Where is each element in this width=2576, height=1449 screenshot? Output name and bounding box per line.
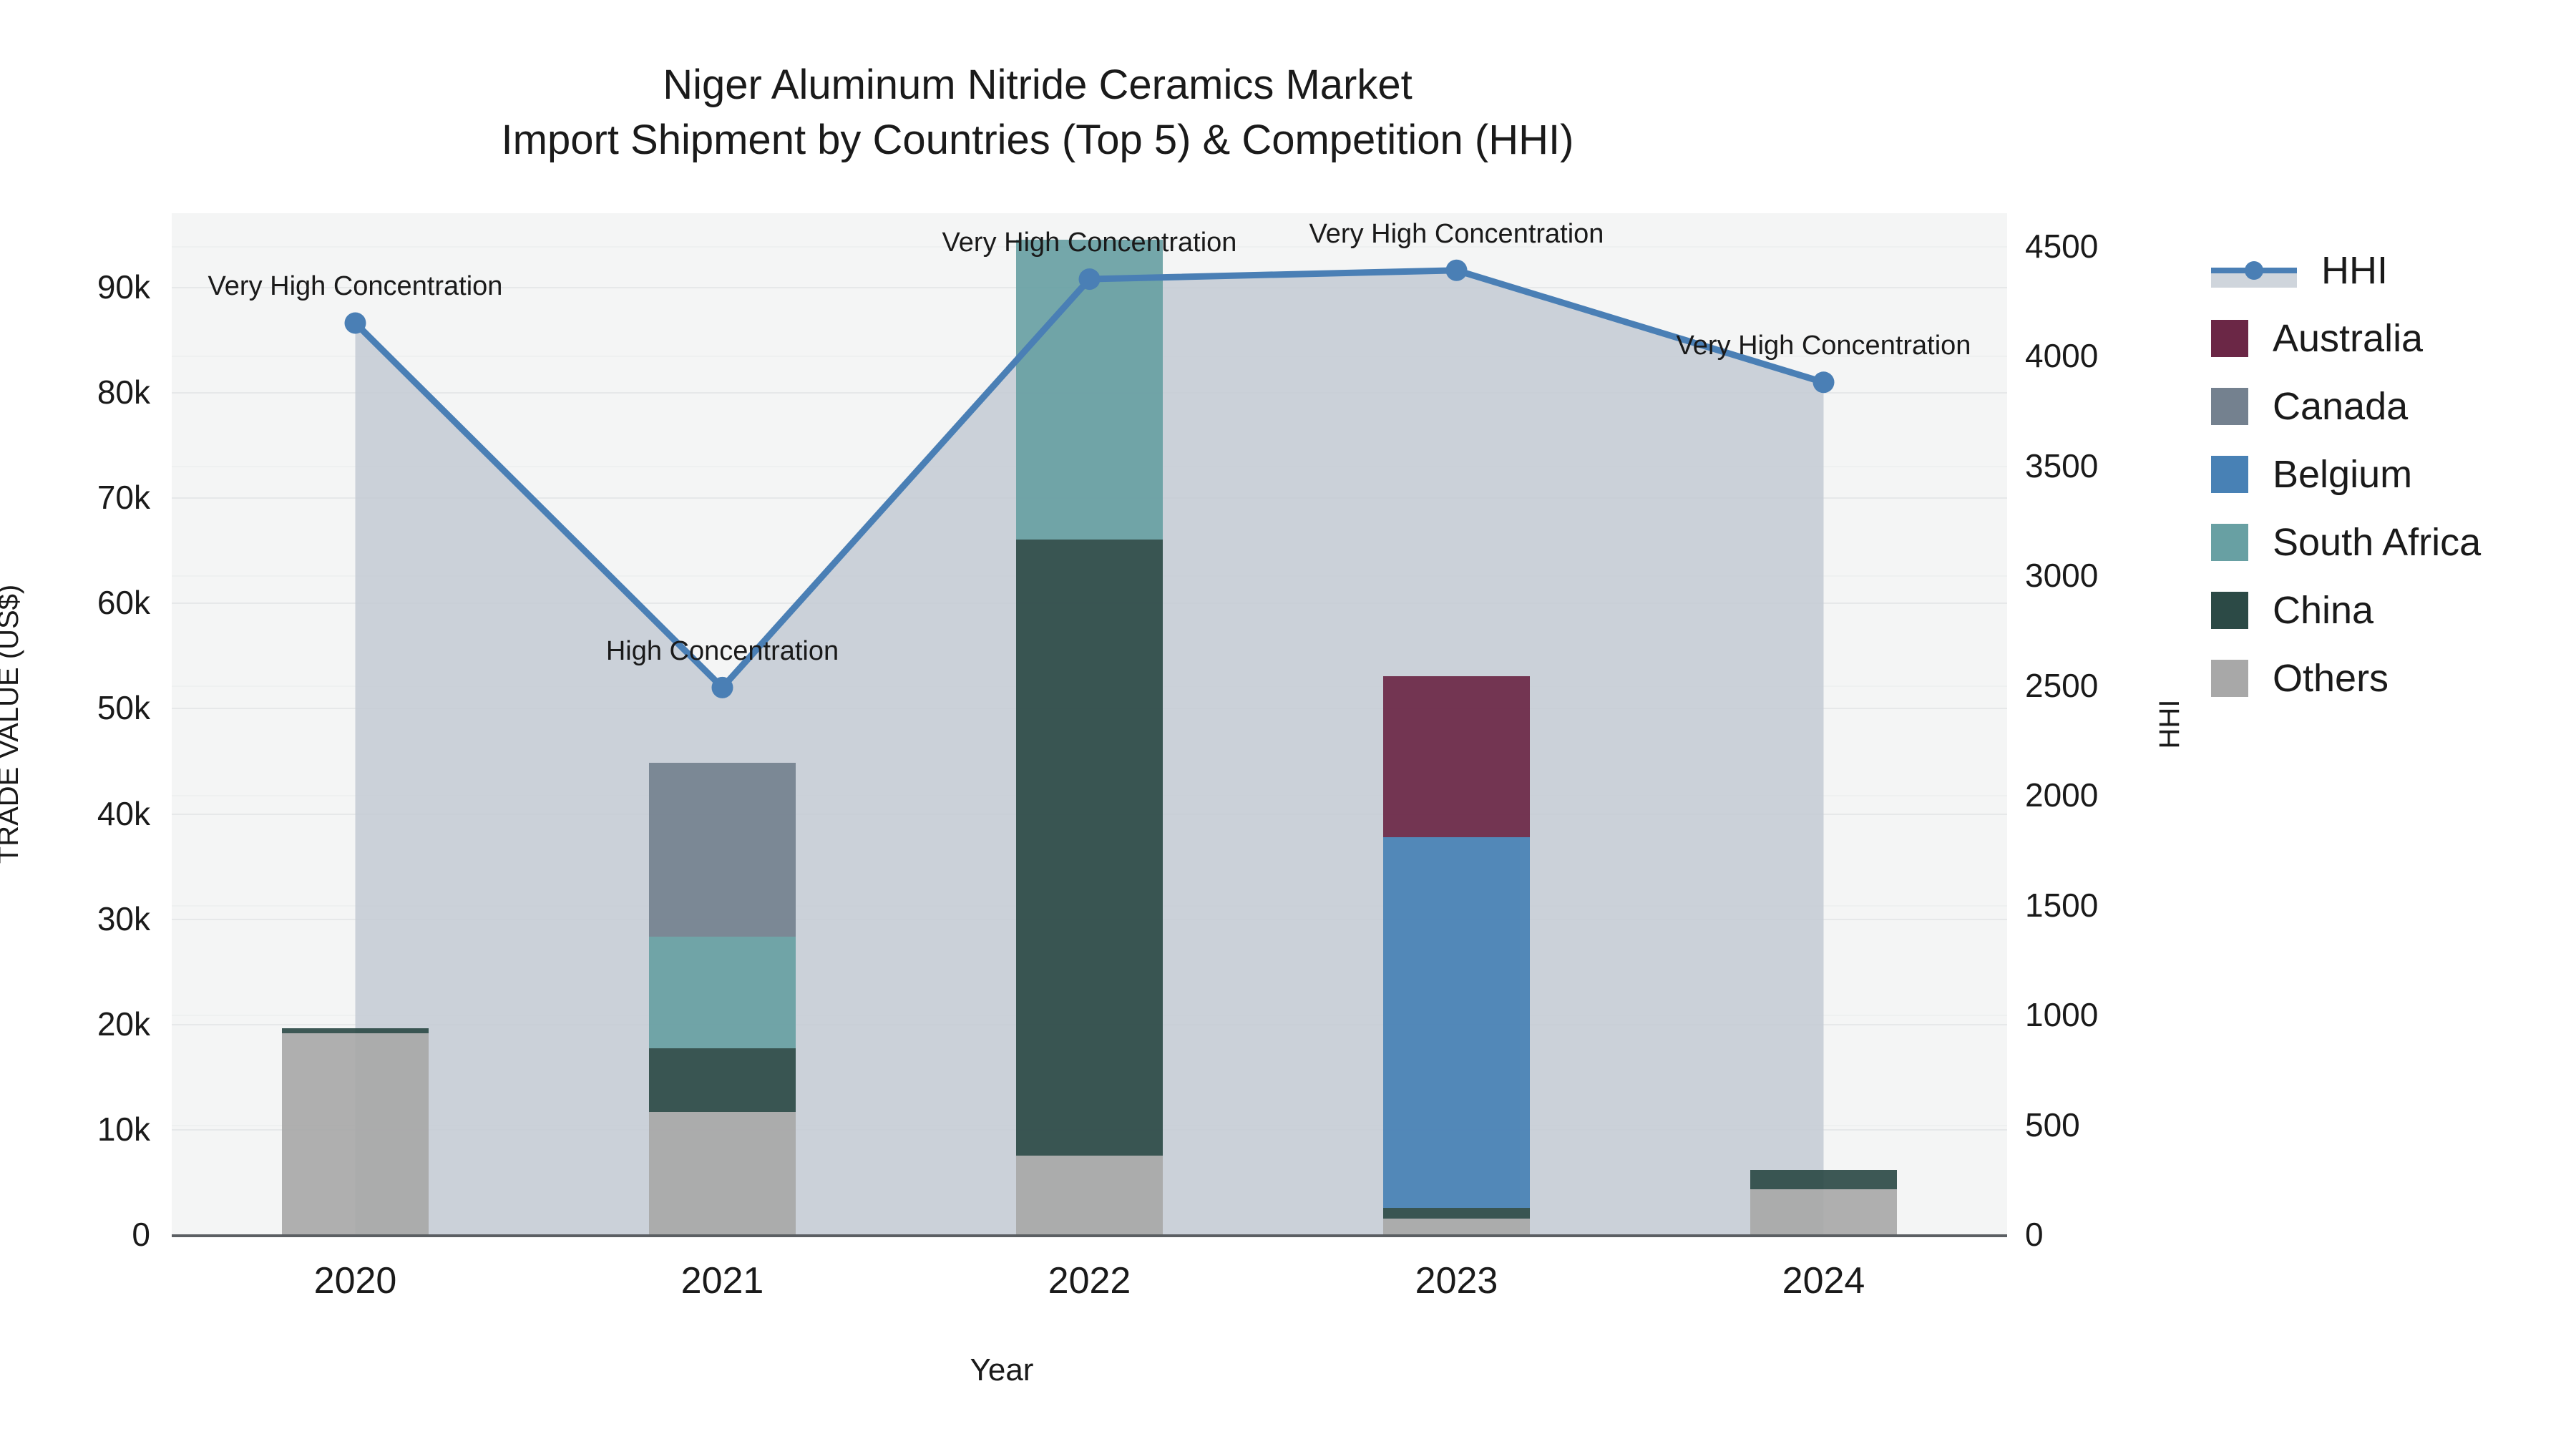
y-tick-left: 10k (97, 1110, 150, 1148)
legend-label: Australia (2273, 316, 2424, 360)
chart-title-line-1: Niger Aluminum Nitride Ceramics Market (663, 62, 1413, 108)
y-tick-right: 500 (2025, 1106, 2080, 1143)
legend-swatch-icon (2211, 387, 2248, 425)
y-tick-left: 40k (97, 794, 150, 832)
bar-segment-others[interactable] (1750, 1189, 1898, 1234)
annotation-2024: Very High Concentration (1676, 331, 1971, 361)
bar-segment-others[interactable] (648, 1112, 796, 1234)
y-tick-right: 2500 (2025, 666, 2099, 704)
y-tick-right: 3500 (2025, 447, 2099, 484)
legend-label: Belgium (2273, 452, 2413, 496)
legend-item-china[interactable]: China (2211, 576, 2569, 644)
plot-inner (172, 213, 2007, 1236)
legend-swatch-icon (2211, 591, 2248, 629)
bar-group[interactable] (1382, 213, 1531, 1234)
bar-segment-others[interactable] (1382, 1218, 1531, 1234)
plot-area (172, 213, 2007, 1236)
legend-item-belgium[interactable]: Belgium (2211, 440, 2569, 508)
x-tick-2024: 2024 (1782, 1260, 1865, 1302)
annotation-2021: High Concentration (605, 635, 839, 666)
x-axis-line (172, 1234, 2007, 1237)
y-tick-left: 30k (97, 899, 150, 937)
y-tick-left: 80k (97, 374, 150, 411)
hhi-line-overlay (344, 259, 1835, 698)
legend-item-hhi[interactable]: HHI (2211, 236, 2569, 304)
hhi-line-icon (2211, 252, 2297, 289)
legend: HHI Australia Canada Belgium South Africa Chi… (2211, 236, 2569, 712)
legend-label: Others (2273, 656, 2389, 700)
y-tick-right: 1000 (2025, 996, 2099, 1034)
hhi-marker-2020[interactable] (344, 312, 366, 334)
y-tick-right: 0 (2025, 1216, 2044, 1253)
legend-item-south-africa[interactable]: South Africa (2211, 508, 2569, 576)
hhi-marker-2021[interactable] (711, 676, 733, 698)
bar-group[interactable] (648, 213, 796, 1234)
chart-title-line-2: Import Shipment by Countries (Top 5) & C… (501, 117, 1574, 164)
x-tick-2020: 2020 (313, 1260, 397, 1302)
annotation-2023: Very High Concentration (1309, 218, 1604, 249)
y-tick-left: 50k (97, 689, 150, 727)
bar-segment-others[interactable] (281, 1033, 429, 1234)
legend-swatch-icon (2211, 659, 2248, 697)
y-tick-right: 3000 (2025, 557, 2099, 595)
bar-segment-china[interactable] (281, 1028, 429, 1034)
bar-segment-china[interactable] (1750, 1170, 1898, 1189)
x-axis-title: Year (970, 1352, 1034, 1387)
y-tick-left: 70k (97, 479, 150, 517)
legend-label: Canada (2273, 384, 2409, 428)
hhi-marker-2022[interactable] (1078, 268, 1101, 291)
bar-group[interactable] (1750, 213, 1898, 1234)
bar-segment-australia[interactable] (1382, 676, 1531, 838)
y-tick-right: 1500 (2025, 886, 2099, 924)
bar-segment-others[interactable] (1015, 1155, 1163, 1234)
y-tick-left: 20k (97, 1005, 150, 1043)
legend-label: China (2273, 588, 2374, 632)
y-tick-right: 4000 (2025, 337, 2099, 375)
bar-segment-canada[interactable] (648, 762, 796, 937)
annotation-2022: Very High Concentration (942, 228, 1237, 258)
x-tick-2022: 2022 (1048, 1260, 1131, 1302)
y-tick-left: 90k (97, 268, 150, 306)
legend-label: HHI (2321, 248, 2388, 292)
chart-title: Niger Aluminum Nitride Ceramics Market I… (0, 57, 2075, 167)
y-tick-right: 4500 (2025, 228, 2099, 265)
y-axis-right-title: HHI (2154, 699, 2185, 749)
hhi-line (353, 267, 1825, 691)
bar-segment-china[interactable] (648, 1048, 796, 1113)
x-tick-2021: 2021 (680, 1260, 764, 1302)
bar-segment-south-africa[interactable] (648, 936, 796, 1048)
legend-item-canada[interactable]: Canada (2211, 372, 2569, 440)
legend-item-others[interactable]: Others (2211, 644, 2569, 712)
legend-swatch-icon (2211, 523, 2248, 561)
legend-label: South Africa (2273, 520, 2482, 564)
hhi-marker-2024[interactable] (1813, 371, 1835, 394)
y-tick-left: 60k (97, 584, 150, 622)
bar-segment-belgium[interactable] (1382, 837, 1531, 1209)
bar-segment-china[interactable] (1382, 1208, 1531, 1219)
y-tick-right: 2000 (2025, 776, 2099, 814)
y-axis-left-title: TRADE VALUE (US$) (0, 584, 24, 864)
legend-swatch-icon (2211, 319, 2248, 357)
legend-swatch-icon (2211, 455, 2248, 493)
legend-item-australia[interactable]: Australia (2211, 304, 2569, 372)
x-tick-2023: 2023 (1415, 1260, 1498, 1302)
bar-segment-china[interactable] (1015, 540, 1163, 1156)
annotation-2020: Very High Concentration (208, 271, 503, 302)
y-tick-left: 0 (132, 1216, 150, 1253)
hhi-marker-2023[interactable] (1445, 259, 1468, 281)
bar-group[interactable] (281, 213, 429, 1234)
